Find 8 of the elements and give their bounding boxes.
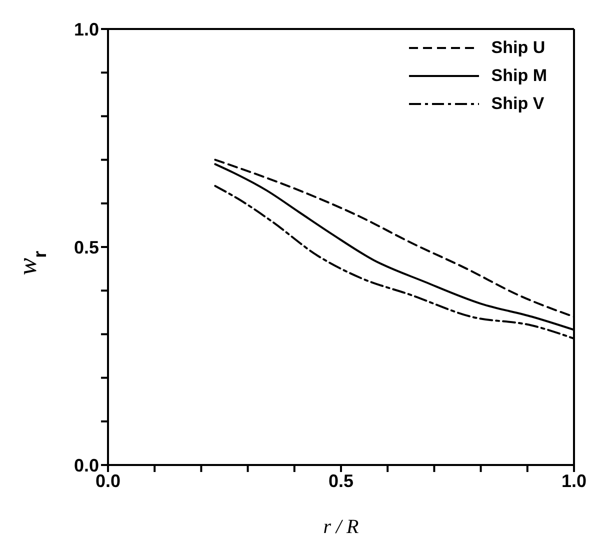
x-tick-label: 1.0 bbox=[561, 470, 587, 491]
legend-label: Ship V bbox=[491, 94, 544, 114]
legend-label: Ship U bbox=[491, 38, 546, 58]
y-tick-label: 1.0 bbox=[74, 19, 99, 40]
x-axis-title: r / R bbox=[323, 516, 359, 538]
y-tick-label: 0.5 bbox=[74, 237, 99, 258]
x-tick-label: 0.5 bbox=[328, 470, 354, 491]
legend-label: Ship M bbox=[491, 66, 547, 86]
